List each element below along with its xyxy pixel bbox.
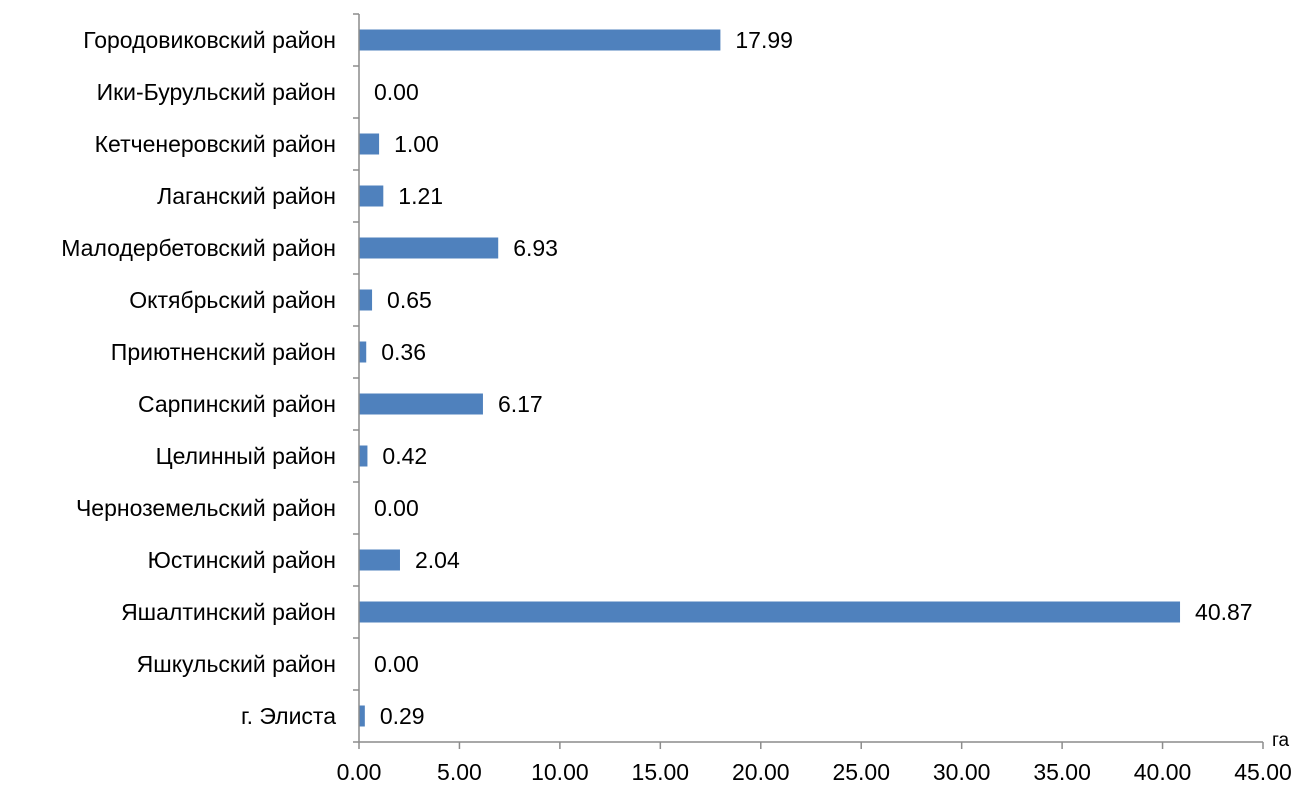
bar xyxy=(359,30,720,51)
data-label: 0.65 xyxy=(387,287,432,313)
category-label: Малодербетовский район xyxy=(61,235,336,261)
category-label: Приютненский район xyxy=(111,339,336,365)
bar xyxy=(359,446,367,467)
x-tick-label: 15.00 xyxy=(632,759,690,785)
bar xyxy=(359,290,372,311)
category-label: г. Элиста xyxy=(241,703,336,729)
bar xyxy=(359,134,379,155)
category-label: Кетченеровский район xyxy=(95,131,336,157)
category-label: Яшалтинский район xyxy=(121,599,336,625)
x-tick-label: 35.00 xyxy=(1033,759,1091,785)
category-label: Ики-Бурульский район xyxy=(97,79,336,105)
data-label: 0.42 xyxy=(382,443,427,469)
category-label: Сарпинский район xyxy=(138,391,336,417)
x-tick-label: 0.00 xyxy=(337,759,382,785)
data-label: 1.00 xyxy=(394,131,439,157)
category-label: Октябрьский район xyxy=(129,287,336,313)
category-label: Городовиковский район xyxy=(83,27,336,53)
bar xyxy=(359,342,366,363)
axes-group xyxy=(353,14,1263,749)
data-label: 2.04 xyxy=(415,547,460,573)
data-label: 0.29 xyxy=(380,703,425,729)
data-label: 0.00 xyxy=(374,79,419,105)
category-label: Черноземельский район xyxy=(76,495,336,521)
bar xyxy=(359,706,365,727)
x-tick-label: 5.00 xyxy=(437,759,482,785)
x-tick-label: 25.00 xyxy=(832,759,890,785)
x-tick-label: 45.00 xyxy=(1234,759,1292,785)
data-label: 0.36 xyxy=(381,339,426,365)
data-label: 0.00 xyxy=(374,651,419,677)
x-tick-label: 10.00 xyxy=(531,759,589,785)
data-label: 0.00 xyxy=(374,495,419,521)
bar xyxy=(359,186,383,207)
data-label: 1.21 xyxy=(398,183,443,209)
x-tick-label: 40.00 xyxy=(1134,759,1192,785)
bar xyxy=(359,238,498,259)
category-label: Юстинский район xyxy=(148,547,336,573)
data-label: 17.99 xyxy=(735,27,793,53)
bar xyxy=(359,394,483,415)
x-tick-label: 20.00 xyxy=(732,759,790,785)
data-label: 40.87 xyxy=(1195,599,1253,625)
category-label: Лаганский район xyxy=(157,183,336,209)
category-label: Целинный район xyxy=(156,443,336,469)
bar xyxy=(359,602,1180,623)
data-label: 6.17 xyxy=(498,391,543,417)
labels-group: Городовиковский район 17.99 Ики-Бурульский… xyxy=(61,27,1292,785)
bar xyxy=(359,550,400,571)
bars-group xyxy=(359,30,1180,727)
data-label: 6.93 xyxy=(513,235,558,261)
category-label: Яшкульский район xyxy=(137,651,336,677)
x-tick-label: 30.00 xyxy=(933,759,991,785)
x-axis-unit-label: га xyxy=(1272,730,1290,751)
